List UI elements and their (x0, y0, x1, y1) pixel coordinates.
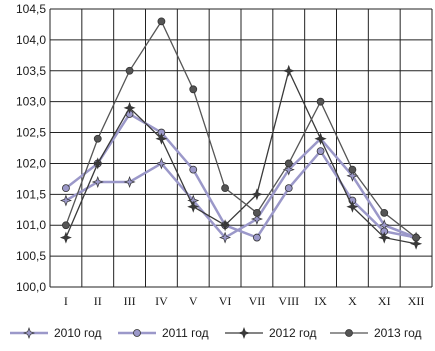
data-point (93, 134, 102, 143)
data-point (284, 184, 293, 193)
series-line (65, 112, 417, 240)
x-tick-label: I (64, 294, 68, 308)
data-point (91, 175, 104, 188)
data-point (62, 184, 70, 193)
x-tick-label: IV (155, 294, 168, 308)
data-point (62, 221, 70, 230)
y-tick-label: 102,0 (16, 156, 46, 170)
data-point (157, 17, 166, 26)
y-tick-label: 103,0 (16, 95, 46, 109)
series-line (65, 20, 417, 239)
y-tick-label: 102,5 (16, 126, 46, 140)
legend-label: 2012 год (269, 326, 317, 340)
y-tick-label: 101,0 (16, 218, 46, 232)
data-point (155, 157, 168, 170)
data-point (284, 159, 293, 168)
data-point (378, 231, 391, 244)
x-tick-label: XI (378, 294, 391, 308)
legend-marker (345, 329, 353, 337)
data-point (219, 219, 232, 232)
x-tick-label: VI (219, 294, 232, 308)
x-tick-label: V (189, 294, 198, 308)
y-tick-label: 100,0 (16, 280, 46, 294)
data-point (348, 165, 357, 174)
x-tick-label: XII (408, 294, 425, 308)
series-4 (62, 17, 420, 242)
legend-marker (133, 329, 141, 337)
x-tick-label: II (94, 294, 102, 308)
legend-entry: 2013 год (330, 326, 422, 340)
y-tick-label: 104,5 (16, 2, 46, 16)
data-point (155, 132, 168, 145)
legend-marker (22, 326, 36, 340)
legend-label: 2013 год (374, 326, 422, 340)
legend-label: 2010 год (54, 326, 102, 340)
data-point (314, 132, 327, 145)
y-tick-label: 100,5 (16, 249, 46, 263)
data-point (380, 208, 389, 217)
data-point (346, 200, 359, 213)
legend-marker (237, 326, 251, 340)
data-point (123, 175, 136, 188)
data-point (187, 194, 200, 207)
x-tick-label: VIII (278, 294, 299, 308)
x-tick-label: VII (249, 294, 266, 308)
data-point (189, 85, 198, 94)
series-line (65, 68, 417, 245)
x-tick-label: IX (314, 294, 327, 308)
data-point (221, 184, 229, 193)
data-point (316, 97, 325, 106)
x-tick-label: III (124, 294, 136, 308)
data-point (123, 101, 136, 114)
y-tick-label: 103,5 (16, 64, 46, 78)
data-point (250, 188, 263, 201)
legend-entry: 2012 год (225, 326, 317, 340)
legend-entry: 2011 год (118, 326, 209, 340)
data-point (219, 231, 232, 244)
data-point (59, 194, 72, 207)
data-point (91, 157, 104, 170)
data-point (412, 233, 420, 242)
y-tick-label: 101,5 (16, 187, 46, 201)
data-point (253, 233, 261, 242)
legend-label: 2011 год (162, 326, 209, 340)
legend-entry: 2010 год (10, 326, 102, 340)
data-point (316, 147, 325, 155)
data-point (187, 200, 200, 213)
data-point (189, 165, 198, 174)
data-point (125, 66, 134, 75)
x-tick-label: X (348, 294, 357, 308)
y-tick-label: 104,0 (16, 33, 46, 47)
data-point (253, 208, 261, 217)
series-3 (59, 64, 423, 250)
data-point (282, 64, 295, 77)
data-point (59, 231, 72, 244)
